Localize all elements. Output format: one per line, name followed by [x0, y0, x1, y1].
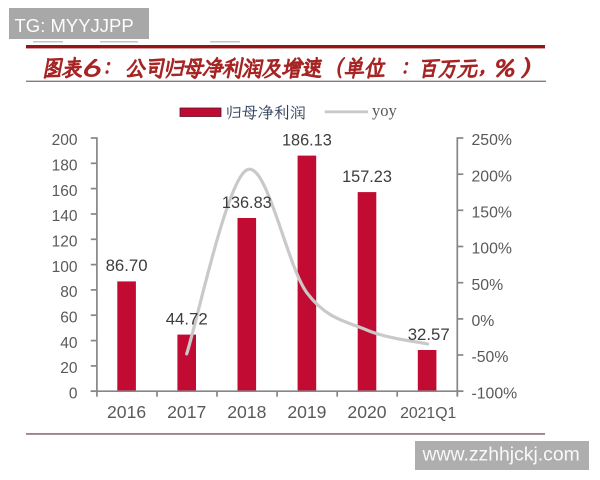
svg-text:0: 0 — [69, 385, 78, 402]
svg-text:2021Q1: 2021Q1 — [400, 405, 456, 422]
svg-text:60: 60 — [60, 309, 78, 326]
svg-text:32.57: 32.57 — [408, 325, 450, 344]
svg-text:86.70: 86.70 — [106, 256, 148, 275]
svg-text:250%: 250% — [472, 132, 512, 149]
svg-text:100%: 100% — [472, 241, 512, 258]
svg-text:80: 80 — [60, 284, 78, 301]
svg-text:120: 120 — [52, 234, 78, 251]
svg-text:TG: MYYJJPP: TG: MYYJJPP — [15, 15, 134, 36]
svg-text:2020: 2020 — [347, 402, 386, 422]
svg-text:yoy: yoy — [372, 101, 398, 120]
svg-text:100: 100 — [52, 259, 78, 276]
svg-text:20: 20 — [60, 360, 78, 377]
svg-text:2016: 2016 — [107, 402, 146, 422]
svg-text:www.zzhhjckj.com: www.zzhhjckj.com — [422, 444, 580, 466]
svg-text:40: 40 — [60, 335, 78, 352]
svg-text:186.13: 186.13 — [282, 131, 332, 149]
svg-text:150%: 150% — [472, 205, 512, 222]
svg-text:200: 200 — [52, 132, 78, 149]
svg-text:44.72: 44.72 — [166, 309, 208, 328]
svg-text:200%: 200% — [472, 168, 512, 185]
svg-text:2017: 2017 — [167, 402, 206, 422]
svg-text:2018: 2018 — [227, 402, 266, 422]
svg-text:50%: 50% — [472, 277, 504, 294]
svg-text:-50%: -50% — [472, 349, 509, 366]
svg-text:-100%: -100% — [472, 385, 518, 402]
svg-text:2019: 2019 — [287, 402, 326, 422]
svg-text:157.23: 157.23 — [342, 168, 392, 186]
svg-text:160: 160 — [52, 183, 78, 200]
svg-text:136.83: 136.83 — [222, 194, 272, 212]
svg-text:180: 180 — [52, 158, 78, 175]
svg-text:0%: 0% — [472, 313, 495, 330]
svg-text:140: 140 — [52, 208, 78, 225]
